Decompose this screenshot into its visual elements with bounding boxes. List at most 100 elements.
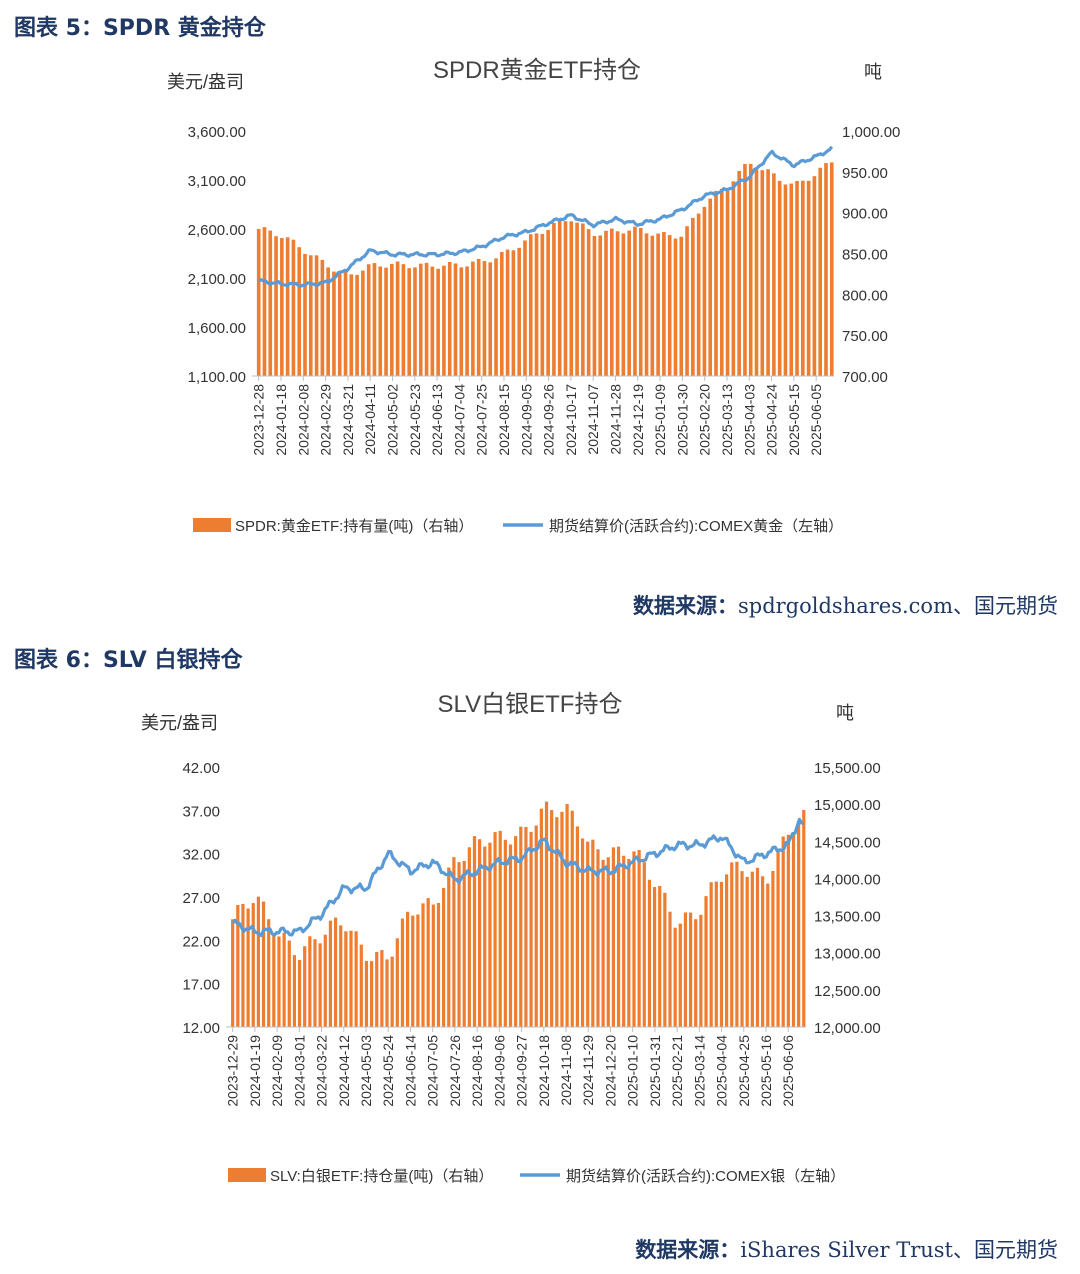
holdings-bar — [627, 230, 631, 376]
holdings-bar — [802, 810, 806, 1027]
holdings-bar — [678, 923, 682, 1027]
x-tick-label: 2024-09-06 — [491, 1035, 507, 1107]
y-left-tick-label: 2,100.00 — [188, 271, 246, 288]
holdings-bar — [268, 230, 273, 376]
right-axis-unit: 吨 — [864, 62, 882, 82]
x-tick-label: 2025-04-04 — [714, 1035, 730, 1107]
holdings-bar — [818, 167, 822, 376]
holdings-bar — [795, 180, 799, 376]
holdings-bar — [563, 221, 568, 376]
figure-caption-gold: 图表 5：SPDR 黄金持仓 — [14, 16, 266, 41]
y-left-tick-label: 3,100.00 — [188, 173, 246, 190]
holdings-bar — [581, 223, 585, 376]
y-right-tick-label: 1,000.00 — [842, 124, 900, 141]
y-left-tick-label: 17.00 — [182, 977, 220, 994]
y-right-tick-label: 14,000.00 — [814, 871, 881, 888]
price-line — [231, 817, 805, 938]
x-tick-label: 2025-01-30 — [674, 384, 690, 456]
holdings-bar — [262, 227, 267, 376]
holdings-bar — [524, 827, 528, 1027]
holdings-bar — [349, 274, 354, 376]
source-text: iShares Silver Trust、国元期货 — [740, 1238, 1058, 1262]
figure-caption-silver: 图表 6：SLV 白银持仓 — [14, 648, 243, 673]
holdings-bar — [663, 892, 667, 1027]
y-left-tick-label: 12.00 — [182, 1020, 220, 1037]
holdings-bar — [256, 896, 260, 1027]
holdings-bar — [503, 839, 507, 1027]
holdings-bar — [344, 931, 348, 1027]
holdings-bar — [476, 259, 481, 376]
holdings-bar — [534, 825, 538, 1027]
holdings-bar — [274, 236, 278, 376]
holdings-bar — [406, 911, 410, 1027]
chart-title: SPDR黄金ETF持仓 — [433, 57, 641, 84]
holdings-bar — [514, 836, 518, 1027]
holdings-bar — [750, 871, 754, 1027]
holdings-bar — [323, 934, 327, 1027]
y-left-tick-label: 27.00 — [182, 890, 220, 907]
holdings-bar — [737, 171, 741, 376]
x-tick-label: 2024-04-12 — [336, 1035, 352, 1107]
holdings-bar — [378, 266, 383, 376]
y-right-tick-label: 15,500.00 — [814, 760, 881, 777]
holdings-bar — [332, 271, 336, 376]
holdings-bar — [343, 271, 348, 376]
holdings-bar — [569, 221, 574, 376]
left-axis-unit: 美元/盎司 — [167, 72, 244, 92]
holdings-bar — [361, 270, 365, 376]
holdings-bar — [616, 846, 621, 1027]
holdings-bar — [369, 961, 374, 1027]
holdings-bar — [622, 855, 626, 1027]
holdings-bar — [601, 859, 605, 1027]
holdings-bar — [540, 233, 545, 376]
holdings-bar — [544, 801, 549, 1027]
holdings-bar — [303, 253, 307, 376]
legend-swatch-bar — [228, 1168, 266, 1182]
holdings-bar — [719, 188, 724, 376]
holdings-bar — [472, 836, 477, 1027]
holdings-bar — [725, 188, 730, 376]
holdings-bar — [719, 881, 724, 1027]
holdings-bar — [517, 247, 521, 376]
y-right-tick-label: 13,000.00 — [814, 946, 881, 963]
legend-label-bar: SPDR:黄金ETF:持有量(吨)（右轴） — [235, 518, 473, 535]
source-text: spdrgoldshares.com、国元期货 — [737, 594, 1058, 618]
x-tick-label: 2024-08-16 — [469, 1035, 485, 1107]
holdings-bar — [337, 270, 342, 376]
holdings-bar — [740, 871, 744, 1027]
x-tick-label: 2024-09-27 — [514, 1035, 530, 1107]
holdings-bar — [297, 247, 302, 376]
holdings-bar — [282, 932, 286, 1027]
y-left-tick-label: 3,600.00 — [188, 124, 246, 141]
holdings-bar — [781, 836, 785, 1027]
data-source-gold: 数据来源：spdrgoldshares.com、国元期货 — [633, 590, 1058, 620]
holdings-bar — [824, 163, 828, 376]
left-axis-unit: 美元/盎司 — [141, 713, 218, 733]
holdings-bar — [679, 236, 684, 376]
holdings-bar — [606, 857, 610, 1027]
holdings-bar — [467, 847, 471, 1027]
holdings-bar — [416, 914, 420, 1027]
holdings-bar — [246, 908, 250, 1027]
legend-swatch-bar — [193, 518, 231, 532]
holdings-bar — [436, 902, 441, 1027]
holdings-bar — [418, 263, 423, 376]
y-right-tick-label: 13,500.00 — [814, 909, 881, 926]
x-tick-label: 2024-05-03 — [358, 1035, 374, 1107]
x-tick-label: 2024-11-07 — [585, 384, 601, 455]
holdings-bar — [508, 844, 513, 1027]
holdings-bar — [638, 227, 643, 376]
holdings-bar — [570, 810, 574, 1027]
x-tick-label: 2025-04-24 — [764, 384, 780, 456]
holdings-bar — [354, 931, 358, 1027]
holdings-bar — [760, 170, 765, 376]
holdings-bar — [546, 229, 550, 376]
holdings-bar — [488, 262, 493, 376]
x-tick-label: 2024-03-22 — [314, 1035, 330, 1107]
holdings-bar — [364, 960, 369, 1027]
x-tick-label: 2024-11-08 — [558, 1035, 574, 1106]
holdings-bar — [326, 267, 330, 376]
holdings-bar — [285, 237, 290, 376]
holdings-bar — [359, 944, 363, 1027]
